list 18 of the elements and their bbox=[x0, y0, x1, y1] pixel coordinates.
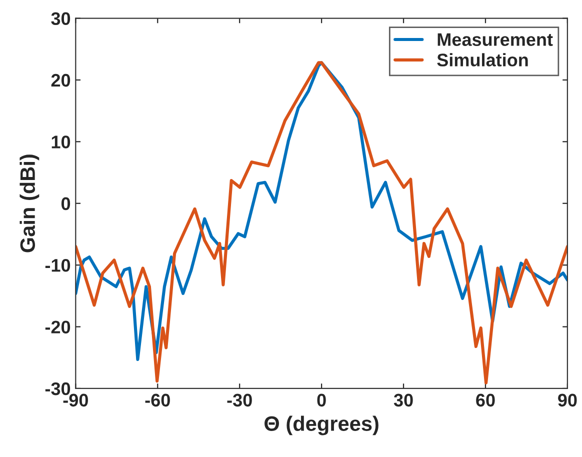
x-tick-label: 60 bbox=[476, 394, 495, 407]
x-axis-title: Θ (degrees) bbox=[264, 416, 378, 436]
x-tick-label: -90 bbox=[63, 394, 88, 407]
x-tick-label: -30 bbox=[227, 394, 252, 407]
y-tick-label: -30 bbox=[45, 382, 70, 396]
x-tick-label: 90 bbox=[558, 394, 577, 407]
y-tick-label: -20 bbox=[45, 320, 70, 334]
legend-label: Measurement bbox=[438, 33, 553, 46]
x-tick-label: 0 bbox=[317, 394, 326, 407]
x-tick-label: -60 bbox=[145, 394, 170, 407]
y-axis-title: Gain (dBi) bbox=[20, 154, 40, 252]
y-tick-label: -10 bbox=[45, 258, 70, 272]
legend-label: Simulation bbox=[437, 53, 528, 66]
x-tick-label: 30 bbox=[394, 394, 413, 407]
y-tick-label: 20 bbox=[51, 74, 70, 87]
y-tick-label: 10 bbox=[52, 136, 70, 148]
y-tick-label: 0 bbox=[61, 197, 70, 210]
y-tick-label: 30 bbox=[51, 12, 70, 26]
